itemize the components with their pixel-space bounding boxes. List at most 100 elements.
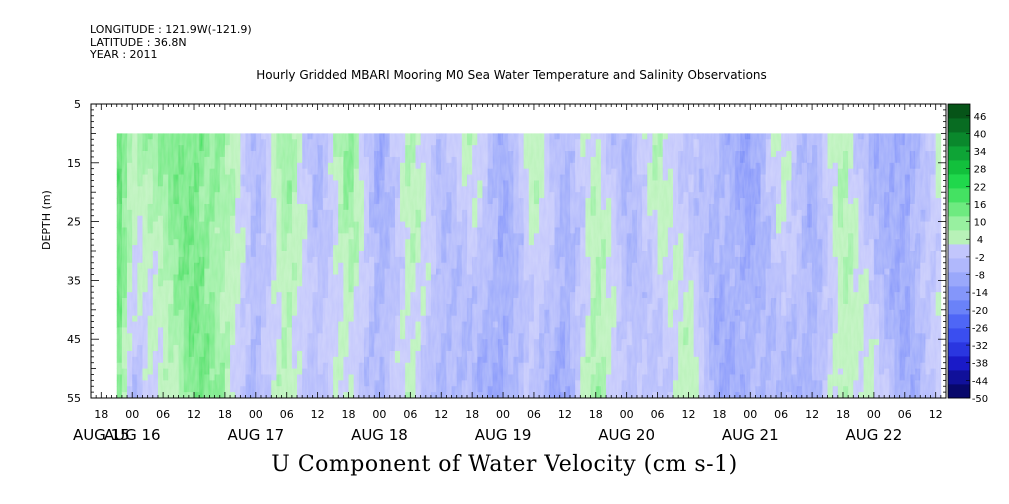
heatmap-cell [214, 309, 221, 317]
heatmap-cell [631, 133, 638, 140]
heatmap-cell [137, 139, 143, 146]
heatmap-cell [353, 362, 360, 369]
heatmap-cell [600, 192, 607, 199]
heatmap-cell [230, 392, 236, 399]
heatmap-cell [667, 274, 674, 281]
heatmap-cell [446, 315, 452, 322]
heatmap-cell [559, 268, 566, 275]
heatmap-cell [482, 309, 488, 317]
heatmap-cell [456, 368, 463, 375]
heatmap-cell [456, 215, 463, 222]
heatmap-cell [281, 156, 288, 164]
heatmap-cell [642, 139, 648, 146]
heatmap-cell [472, 251, 478, 258]
heatmap-cell [559, 345, 566, 352]
heatmap-cell [281, 280, 288, 287]
heatmap-cell [343, 386, 349, 393]
heatmap-cell [302, 192, 308, 199]
heatmap-cell [580, 368, 586, 375]
heatmap-cell [178, 350, 185, 358]
heatmap-cell [230, 303, 236, 311]
heatmap-cell [606, 192, 612, 199]
heatmap-cell [472, 239, 478, 246]
heatmap-cell [142, 245, 149, 252]
heatmap-cell [673, 339, 679, 346]
heatmap-cell [405, 245, 411, 252]
heatmap-cell [580, 345, 586, 352]
heatmap-cell [374, 168, 380, 175]
heatmap-cell [137, 233, 143, 240]
heatmap-cell [487, 162, 494, 170]
heatmap-cell [539, 374, 545, 381]
heatmap-cell [137, 274, 143, 281]
heatmap-cell [549, 233, 555, 240]
heatmap-cell [626, 215, 633, 222]
heatmap-cell [590, 239, 597, 246]
heatmap-cell [667, 245, 674, 252]
heatmap-cell [487, 215, 494, 222]
heatmap-cell [528, 198, 535, 205]
heatmap-cell [276, 239, 282, 246]
heatmap-cell [667, 156, 674, 164]
heatmap-cell [157, 221, 164, 228]
heatmap-cell [297, 345, 303, 352]
heatmap-cell [157, 174, 164, 181]
heatmap-cell [400, 321, 406, 328]
heatmap-cell [327, 303, 334, 311]
heatmap-cell [482, 139, 488, 146]
heatmap-cell [487, 209, 494, 217]
heatmap-cell [405, 315, 411, 322]
heatmap-cell [446, 186, 452, 193]
heatmap-cell [533, 280, 540, 287]
heatmap-cell [647, 251, 653, 258]
heatmap-cell [420, 286, 427, 293]
heatmap-cell [667, 145, 674, 152]
heatmap-cell [358, 151, 365, 158]
heatmap-cell [662, 286, 669, 293]
heatmap-cell [446, 156, 452, 164]
heatmap-cell [369, 221, 375, 228]
heatmap-cell [276, 309, 282, 317]
heatmap-cell [580, 362, 586, 369]
heatmap-cell [575, 233, 581, 240]
heatmap-cell [667, 298, 674, 305]
heatmap-cell [405, 386, 411, 393]
heatmap-cell [667, 162, 674, 170]
heatmap-cell [410, 392, 416, 399]
heatmap-cell [353, 303, 360, 311]
heatmap-cell [142, 298, 149, 305]
heatmap-cell [564, 280, 571, 287]
heatmap-cell [137, 151, 143, 158]
heatmap-cell [302, 298, 308, 305]
heatmap-cell [363, 209, 370, 217]
heatmap-cell [302, 380, 308, 387]
heatmap-cell [508, 174, 514, 181]
heatmap-cell [492, 315, 499, 322]
heatmap-cell [575, 186, 581, 193]
heatmap-cell [209, 221, 215, 228]
heatmap-cell [363, 315, 370, 322]
heatmap-cell [219, 345, 226, 352]
heatmap-cell [343, 227, 349, 234]
heatmap-cell [157, 186, 164, 193]
heatmap-cell [297, 145, 303, 152]
heatmap-cell [590, 251, 597, 258]
heatmap-cell [333, 256, 339, 264]
heatmap-cell [472, 192, 478, 199]
heatmap-cell [544, 327, 550, 334]
heatmap-cell [152, 192, 159, 199]
heatmap-cell [168, 298, 174, 305]
heatmap-cell [307, 209, 313, 217]
heatmap-cell [250, 145, 257, 152]
heatmap-cell [606, 380, 612, 387]
heatmap-cell [307, 333, 313, 340]
heatmap-cell [667, 362, 674, 369]
heatmap-cell [204, 245, 210, 252]
heatmap-cell [338, 256, 344, 264]
heatmap-cell [369, 362, 375, 369]
heatmap-cell [554, 303, 561, 311]
heatmap-cell [240, 156, 246, 164]
heatmap-cell [410, 215, 416, 222]
heatmap-cell [657, 380, 664, 387]
heatmap-cell [503, 203, 509, 211]
